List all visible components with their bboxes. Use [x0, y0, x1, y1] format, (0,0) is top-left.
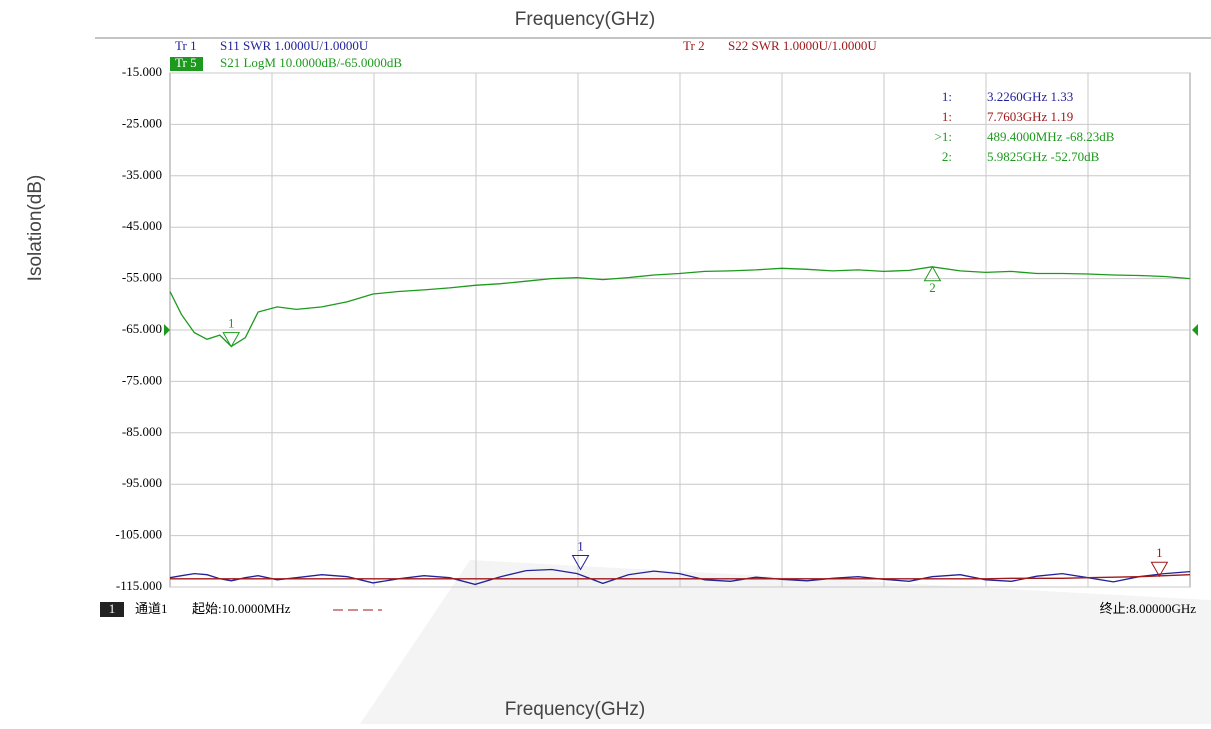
- x-axis-label: Frequency(GHz): [505, 699, 645, 720]
- marker: [222, 332, 241, 348]
- marker-label: 1:: [942, 89, 952, 104]
- trace-header: S21 LogM 10.0000dB/-65.0000dB: [220, 55, 402, 70]
- start: 起始:10.0000MHz: [192, 601, 291, 616]
- marker: [923, 265, 942, 282]
- y-tick-label: -25.000: [122, 115, 162, 130]
- active-trace-box: [170, 57, 203, 71]
- marker-label: 2:: [942, 149, 952, 164]
- marker-readout: 7.7603GHz 1.19: [987, 109, 1073, 124]
- y-tick-label: -115.000: [116, 578, 162, 593]
- trace-id: Tr 1: [175, 38, 197, 53]
- trace: [169, 266, 1191, 348]
- marker: [571, 555, 590, 571]
- marker-label: 1:: [942, 109, 952, 124]
- marker-number: 1: [1156, 545, 1163, 560]
- reference-marker-left: [164, 324, 170, 336]
- reference-marker-right: [1192, 324, 1198, 336]
- channel-box: [100, 602, 124, 617]
- y-tick-label: -35.000: [122, 167, 162, 182]
- y-tick-label: -45.000: [122, 218, 162, 233]
- marker-number: 2: [929, 280, 936, 295]
- y-axis-label: Isolation(dB): [25, 175, 46, 282]
- marker-readout: 5.9825GHz -52.70dB: [987, 149, 1100, 164]
- trace-header: S11 SWR 1.0000U/1.0000U: [220, 38, 369, 53]
- y-tick-label: -95.000: [122, 475, 162, 490]
- trace-header: S22 SWR 1.0000U/1.0000U: [728, 38, 877, 53]
- marker-number: 1: [228, 316, 235, 331]
- stop: 终止:8.00000GHz: [1100, 601, 1197, 616]
- y-tick-label: -105.000: [115, 527, 162, 542]
- y-tick-label: -15.000: [122, 64, 162, 79]
- y-tick-label: -85.000: [122, 424, 162, 439]
- marker-number: 1: [577, 539, 584, 554]
- y-tick-label: -65.000: [122, 321, 162, 336]
- marker-readout: 3.2260GHz 1.33: [987, 89, 1073, 104]
- trace-id: Tr 2: [683, 38, 705, 53]
- y-tick-label: -55.000: [122, 270, 162, 285]
- chart-title: Frequency(GHz): [515, 9, 655, 30]
- marker: [1150, 561, 1169, 578]
- channel: 通道1: [135, 601, 168, 616]
- y-tick-label: -75.000: [122, 372, 162, 387]
- trace-id: Tr 5: [175, 55, 197, 70]
- channel-number: 1: [109, 601, 116, 616]
- trace: [170, 574, 1191, 580]
- trace: [169, 568, 1191, 586]
- watermark: [360, 560, 1211, 724]
- marker-readout: 489.4000MHz -68.23dB: [987, 129, 1115, 144]
- marker-label: >1:: [935, 129, 952, 144]
